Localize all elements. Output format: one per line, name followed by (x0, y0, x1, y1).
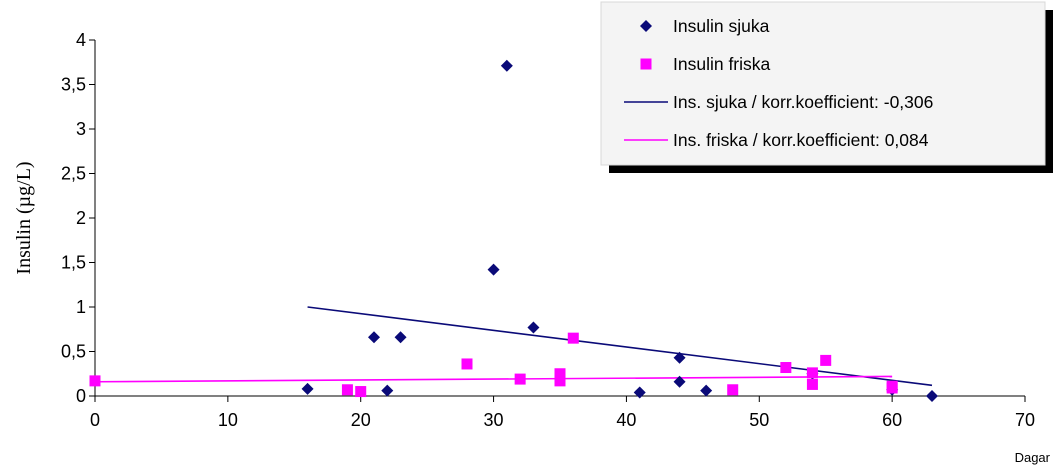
legend-label: Ins. friska / korr.koefficient: 0,084 (673, 130, 929, 150)
legend-items: Insulin sjuka Insulin friska Ins. sjuka / … (624, 16, 933, 150)
data-point (554, 368, 566, 380)
y-tick-label: 3 (76, 119, 86, 139)
y-tick-label: 1,5 (61, 253, 86, 273)
legend-marker (640, 58, 652, 70)
data-points (89, 59, 938, 402)
data-point (806, 367, 818, 379)
data-point (554, 375, 566, 387)
y-tick-label: 0,5 (61, 342, 86, 362)
data-point (341, 384, 353, 396)
x-axis-title: Dagar (1015, 450, 1051, 465)
legend-box (600, 1, 1046, 166)
data-point (926, 390, 938, 402)
x-tick-label: 20 (351, 410, 371, 430)
plot-area: 0 0,5 1 1,5 2 2,5 3 3,5 4 0 10 20 30 40 50 60 70 (61, 30, 1035, 430)
data-point (487, 263, 500, 276)
data-point (381, 384, 394, 397)
x-tick-label: 0 (90, 410, 100, 430)
x-tick-label: 60 (882, 410, 902, 430)
legend-label: Insulin friska (673, 54, 771, 74)
y-ticks: 0 0,5 1 1,5 2 2,5 3 3,5 4 (61, 30, 95, 406)
data-point (673, 375, 686, 388)
x-tick-label: 70 (1015, 410, 1035, 430)
data-point (500, 59, 513, 72)
x-tick-label: 10 (218, 410, 238, 430)
y-tick-label: 0 (76, 386, 86, 406)
x-tick-label: 30 (484, 410, 504, 430)
trendline (94, 375, 893, 383)
data-point (806, 378, 818, 390)
x-tick-label: 40 (616, 410, 636, 430)
data-point (567, 332, 579, 344)
legend: Insulin sjuka Insulin friska Ins. sjuka / … (600, 1, 1053, 173)
y-tick-label: 3,5 (61, 75, 86, 95)
data-point (673, 351, 686, 364)
data-point (301, 382, 314, 395)
data-point (368, 331, 380, 344)
legend-marker (640, 20, 652, 32)
data-point (633, 386, 646, 399)
data-point (727, 384, 739, 396)
y-tick-label: 4 (76, 30, 86, 50)
y-tick-label: 2,5 (61, 164, 86, 184)
data-point (89, 375, 101, 387)
data-point (355, 386, 367, 398)
y-axis-title: Insulin (µg/L) (13, 161, 35, 274)
data-point (394, 331, 407, 344)
data-point (461, 358, 473, 370)
data-point (886, 382, 898, 394)
trendline (307, 306, 933, 387)
y-tick-label: 1 (76, 297, 86, 317)
data-point (514, 373, 526, 385)
x-tick-label: 50 (749, 410, 769, 430)
legend-label: Insulin sjuka (673, 16, 770, 36)
y-tick-label: 2 (76, 208, 86, 228)
legend-label: Ins. sjuka / korr.koefficient: -0,306 (673, 92, 933, 112)
data-point (700, 384, 713, 397)
trendlines (94, 306, 933, 387)
x-ticks: 0 10 20 30 40 50 60 70 (90, 396, 1035, 430)
data-point (527, 321, 540, 334)
data-point (780, 362, 792, 374)
data-point (820, 354, 832, 366)
